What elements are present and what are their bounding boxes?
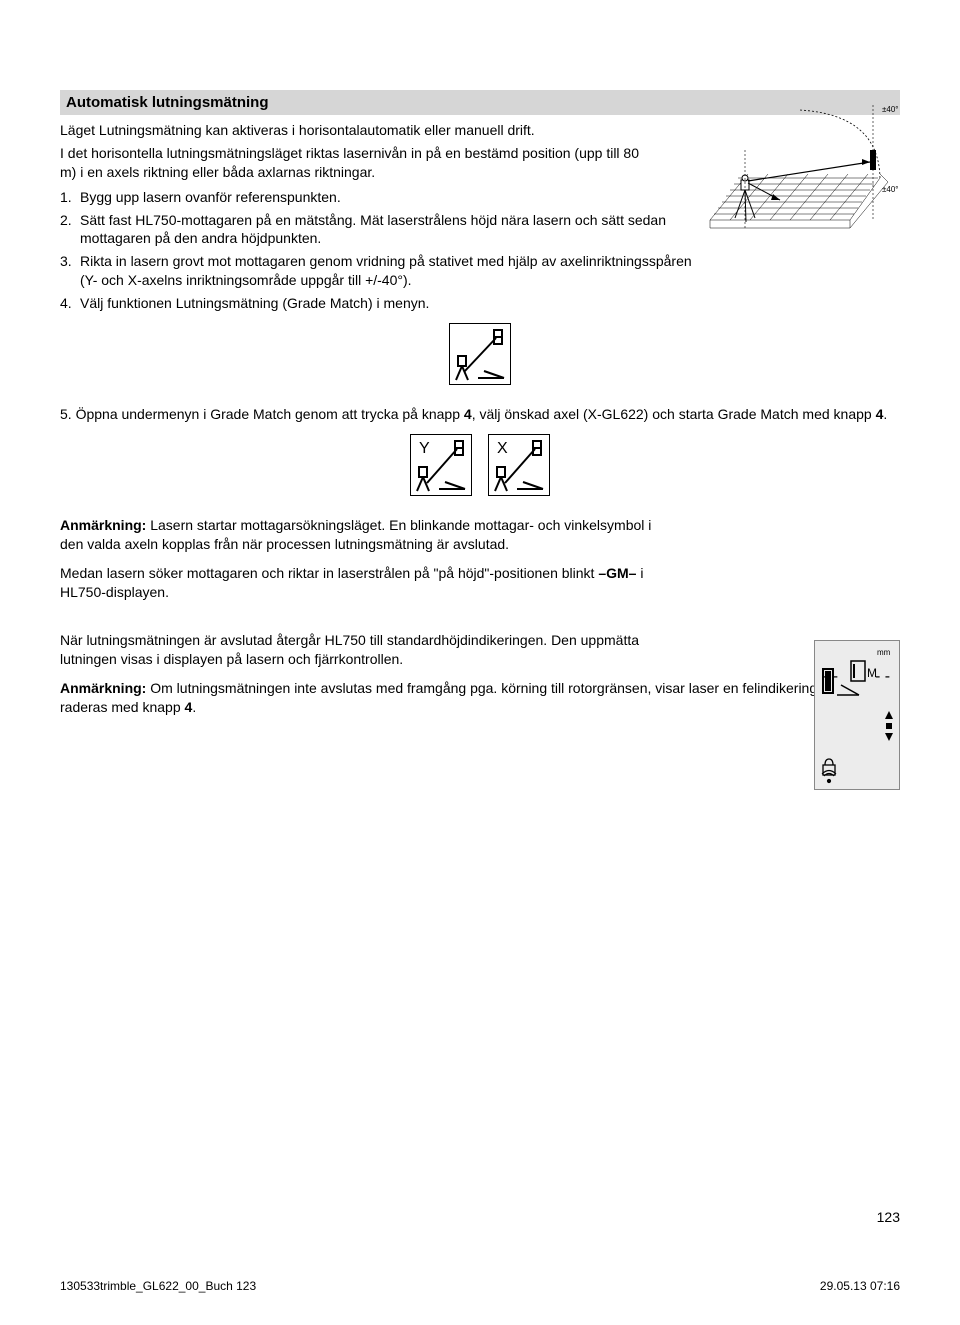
note-2: Anmärkning: Om lutningsmätningen inte av… bbox=[60, 679, 900, 717]
y-axis-icon: Y bbox=[410, 434, 472, 496]
intro-block: Läget Lutningsmätning kan aktiveras i ho… bbox=[60, 121, 655, 182]
step-5-pre: 5. Öppna undermenyn i Grade Match genom … bbox=[60, 406, 464, 422]
footer-right: 29.05.13 07:16 bbox=[820, 1279, 900, 1293]
x-axis-icon: X bbox=[488, 434, 550, 496]
step-5: 5. Öppna undermenyn i Grade Match genom … bbox=[60, 405, 900, 424]
step-num: 2. bbox=[60, 211, 80, 249]
note2-label: Anmärkning: bbox=[60, 680, 146, 696]
note2-pre: Om lutningsmätningen inte avslutas med f… bbox=[60, 680, 874, 715]
nar-text: När lutningsmätningen är avslutad återgå… bbox=[60, 631, 670, 669]
step-2: 2. Sätt fast HL750-mottagaren på en mäts… bbox=[60, 211, 700, 249]
step-num: 4. bbox=[60, 294, 80, 313]
medan-pre: Medan lasern söker mottagaren och riktar… bbox=[60, 565, 598, 581]
step-3: 3. Rikta in lasern grovt mot mottagaren … bbox=[60, 252, 700, 290]
step-text: Sätt fast HL750-mottagaren på en mätstån… bbox=[80, 211, 700, 249]
note1-text: Lasern startar mottagarsökningsläget. En… bbox=[60, 517, 651, 552]
note-1: Anmärkning: Lasern startar mottagarsökni… bbox=[60, 516, 900, 554]
intro-1: Läget Lutningsmätning kan aktiveras i ho… bbox=[60, 121, 655, 140]
svg-text:Y: Y bbox=[419, 440, 430, 457]
step-5-mid: , välj önskad axel (X-GL622) och starta … bbox=[472, 406, 876, 422]
footer: 130533trimble_GL622_00_Buch 123 29.05.13… bbox=[60, 1279, 900, 1293]
intro-2: I det horisontella lutningsmätningsläget… bbox=[60, 144, 655, 182]
gm-display: mm - - - - M bbox=[814, 640, 900, 790]
page-number: 123 bbox=[877, 1209, 900, 1225]
note1-label: Anmärkning: bbox=[60, 517, 146, 533]
setup-diagram: ±40° ±40° bbox=[700, 90, 900, 255]
step-text: Rikta in lasern grovt mot mottagaren gen… bbox=[80, 252, 700, 290]
angle-top: ±40° bbox=[882, 105, 899, 114]
step-text: Bygg upp lasern ovanför referenspunkten. bbox=[80, 188, 700, 207]
svg-text:- -: - - bbox=[875, 668, 890, 685]
step-4: 4. Välj funktionen Lutningsmätning (Grad… bbox=[60, 294, 700, 313]
step-5-end: . bbox=[883, 406, 887, 422]
footer-left: 130533trimble_GL622_00_Buch 123 bbox=[60, 1279, 256, 1293]
note2-end: . bbox=[192, 699, 196, 715]
step-5-b1: 4 bbox=[464, 406, 472, 422]
numbered-steps: 1. Bygg upp lasern ovanför referenspunkt… bbox=[60, 188, 700, 313]
gm-mm: mm bbox=[877, 648, 891, 657]
para-nar: När lutningsmätningen är avslutad återgå… bbox=[60, 631, 900, 669]
step-num: 3. bbox=[60, 252, 80, 290]
step-num: 1. bbox=[60, 188, 80, 207]
step-1: 1. Bygg upp lasern ovanför referenspunkt… bbox=[60, 188, 700, 207]
para-medan: Medan lasern söker mottagaren och riktar… bbox=[60, 564, 900, 602]
step-text: Välj funktionen Lutningsmätning (Grade M… bbox=[80, 294, 700, 313]
svg-text:M: M bbox=[867, 666, 877, 680]
icon-row-axis: Y X bbox=[60, 434, 900, 496]
medan-b: –GM– bbox=[598, 565, 636, 581]
grade-match-icon bbox=[449, 323, 511, 385]
icon-row-grade-match bbox=[60, 323, 900, 385]
svg-text:X: X bbox=[497, 440, 508, 457]
